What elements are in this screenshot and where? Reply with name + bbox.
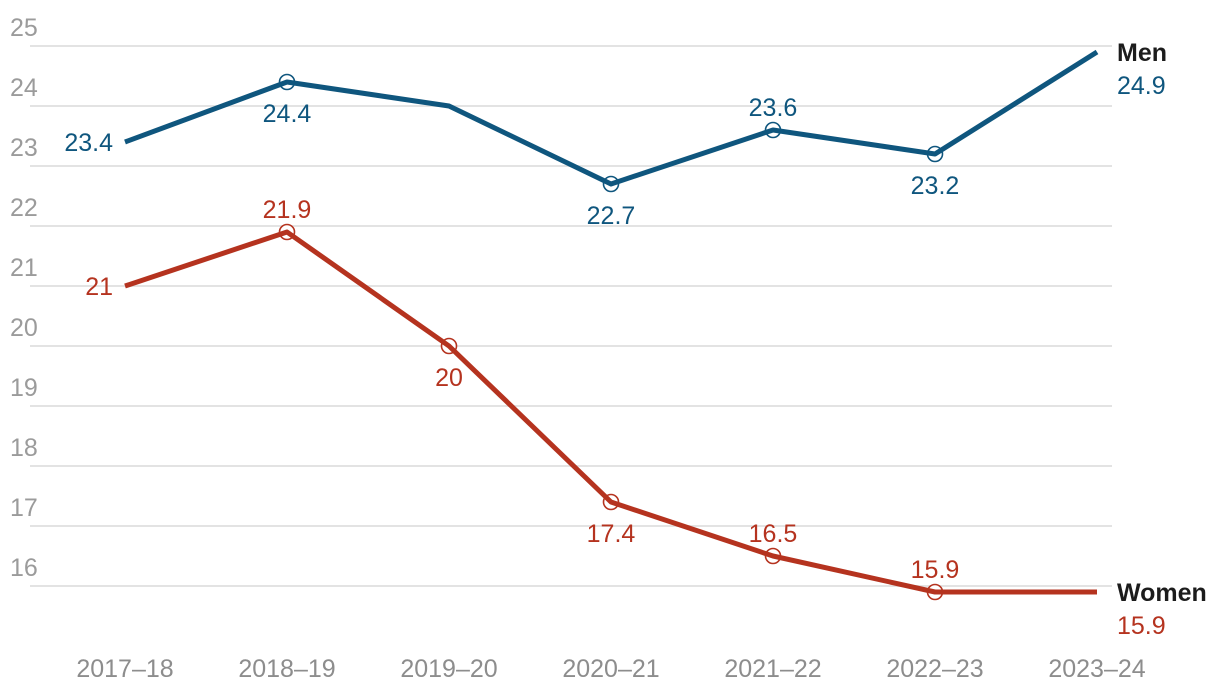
x-tick-label: 2019–20 — [400, 655, 497, 683]
y-tick-label: 17 — [10, 494, 38, 522]
women-line — [124, 229, 1097, 595]
y-tick-label: 24 — [10, 74, 38, 102]
x-tick-label: 2022–23 — [886, 655, 983, 683]
x-tick-label: 2021–22 — [724, 655, 821, 683]
x-tick-label: 2023–24 — [1048, 655, 1145, 683]
women-point-label: 20 — [435, 364, 463, 392]
y-tick-label: 23 — [10, 134, 38, 162]
men-point-label: 23.6 — [749, 94, 798, 122]
men-point-label: 23.2 — [911, 172, 960, 200]
men-point-label: 22.7 — [587, 202, 636, 230]
y-tick-label: 25 — [10, 14, 38, 42]
y-tick-label: 22 — [10, 194, 38, 222]
men-series-label: Men — [1117, 39, 1167, 67]
women-point-label: 21 — [85, 273, 113, 301]
men-line — [124, 49, 1099, 187]
women-point-label: 15.9 — [911, 556, 960, 584]
y-tick-label: 19 — [10, 374, 38, 402]
x-tick-label: 2018–19 — [238, 655, 335, 683]
women-series-label: Women — [1117, 579, 1207, 607]
y-tick-label: 20 — [10, 314, 38, 342]
men-end-value: 24.9 — [1117, 72, 1166, 100]
x-tick-label: 2020–21 — [562, 655, 659, 683]
men-point-label: 23.4 — [64, 129, 113, 157]
women-point-label: 17.4 — [587, 520, 636, 548]
x-tick-label: 2017–18 — [76, 655, 173, 683]
y-tick-label: 18 — [10, 434, 38, 462]
women-point-label: 16.5 — [749, 520, 798, 548]
women-point-label: 21.9 — [263, 196, 312, 224]
women-end-value: 15.9 — [1117, 612, 1166, 640]
y-tick-label: 16 — [10, 554, 38, 582]
y-tick-label: 21 — [10, 254, 38, 282]
men-point-label: 24.4 — [263, 100, 312, 128]
